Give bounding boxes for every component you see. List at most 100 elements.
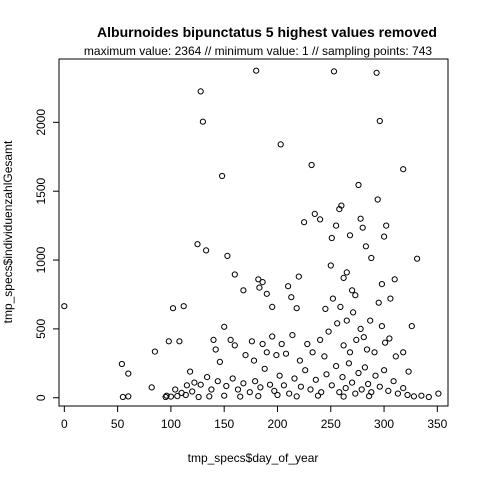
- data-point: [274, 353, 279, 358]
- data-point: [356, 182, 361, 187]
- data-point: [401, 386, 406, 391]
- data-point: [360, 225, 365, 230]
- data-point: [222, 324, 227, 329]
- data-point: [373, 373, 378, 378]
- data-point: [341, 343, 346, 348]
- data-point: [260, 280, 265, 285]
- data-point: [368, 318, 373, 323]
- data-point: [170, 306, 175, 311]
- x-tick-label: 350: [427, 417, 447, 431]
- data-point: [377, 384, 382, 389]
- x-tick-label: 50: [111, 417, 125, 431]
- y-tick-label: 1000: [34, 246, 48, 273]
- data-point: [126, 394, 131, 399]
- data-point: [328, 263, 333, 268]
- data-point: [286, 284, 291, 289]
- data-point: [258, 385, 263, 390]
- x-tick-label: 100: [161, 417, 181, 431]
- data-point: [395, 391, 400, 396]
- data-point: [278, 142, 283, 147]
- data-point: [243, 353, 248, 358]
- y-tick-label: 1500: [34, 178, 48, 205]
- data-point: [230, 376, 235, 381]
- data-point: [359, 387, 364, 392]
- data-point: [238, 394, 243, 399]
- data-point: [387, 336, 392, 341]
- data-point: [361, 335, 366, 340]
- data-point: [347, 233, 352, 238]
- chart-subtitle: maximum value: 2364 // minimum value: 1 …: [84, 44, 432, 58]
- data-point: [267, 382, 272, 387]
- data-point: [247, 390, 252, 395]
- data-point: [287, 391, 292, 396]
- data-point: [222, 393, 227, 398]
- data-point: [379, 282, 384, 287]
- data-point: [120, 394, 125, 399]
- data-point: [324, 372, 329, 377]
- data-point: [251, 358, 256, 363]
- data-point: [344, 318, 349, 323]
- data-point: [217, 359, 222, 364]
- plot-frame: [59, 59, 448, 406]
- data-point: [281, 383, 286, 388]
- data-point: [205, 375, 210, 380]
- data-point: [363, 244, 368, 249]
- data-point: [401, 350, 406, 355]
- data-point: [386, 388, 391, 393]
- data-point: [213, 347, 218, 352]
- data-point: [346, 361, 351, 366]
- data-point: [383, 340, 388, 345]
- data-point: [313, 377, 318, 382]
- data-point: [405, 392, 410, 397]
- data-point: [343, 386, 348, 391]
- data-point: [419, 393, 424, 398]
- data-point: [334, 364, 339, 369]
- data-point: [411, 394, 416, 399]
- data-point: [303, 368, 308, 373]
- data-point: [188, 369, 193, 374]
- data-point: [341, 394, 346, 399]
- y-axis: 0 500 1000 1500 2000: [34, 109, 59, 401]
- data-point: [298, 384, 303, 389]
- data-point: [209, 387, 214, 392]
- data-point: [256, 394, 261, 399]
- data-point: [254, 68, 259, 73]
- data-point: [309, 162, 314, 167]
- data-point: [436, 391, 441, 396]
- data-point: [356, 370, 361, 375]
- data-point: [241, 381, 246, 386]
- data-point: [347, 350, 352, 355]
- data-point: [312, 211, 317, 216]
- data-point: [215, 379, 220, 384]
- data-point: [200, 119, 205, 124]
- data-point: [401, 167, 406, 172]
- data-point: [270, 304, 275, 309]
- data-point: [426, 394, 431, 399]
- data-point: [173, 387, 178, 392]
- data-point: [232, 272, 237, 277]
- data-point: [294, 306, 299, 311]
- data-point: [364, 347, 369, 352]
- x-tick-label: 0: [61, 417, 68, 431]
- data-point: [305, 341, 310, 346]
- data-point: [275, 392, 280, 397]
- data-point: [224, 383, 229, 388]
- data-point: [198, 382, 203, 387]
- data-point: [119, 361, 124, 366]
- data-point: [310, 350, 315, 355]
- data-point: [409, 324, 414, 329]
- data-point: [329, 235, 334, 240]
- data-point: [166, 339, 171, 344]
- data-point: [149, 385, 154, 390]
- data-point: [406, 369, 411, 374]
- data-point: [290, 333, 295, 338]
- x-tick-label: 300: [374, 417, 394, 431]
- data-point: [358, 326, 363, 331]
- x-tick-label: 150: [214, 417, 234, 431]
- data-point: [338, 304, 343, 309]
- data-point: [329, 383, 334, 388]
- data-point: [335, 321, 340, 326]
- data-point: [270, 334, 275, 339]
- data-point: [249, 339, 254, 344]
